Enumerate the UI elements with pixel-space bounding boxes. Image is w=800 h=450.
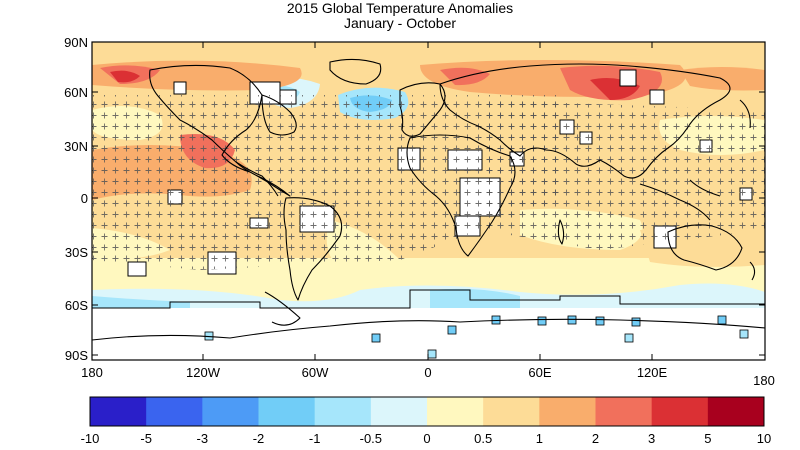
colorbar-label: -3 xyxy=(197,431,209,446)
colorbar-label: 1 xyxy=(536,431,543,446)
colorbar-swatch xyxy=(202,397,259,426)
chart-subtitle: January - October xyxy=(343,15,457,31)
lon-tick-label: 0 xyxy=(424,365,431,380)
anomaly-field xyxy=(92,42,765,360)
colorbar-swatch xyxy=(539,397,596,426)
colorbar-label: 5 xyxy=(704,431,711,446)
lat-tick-label: 30N xyxy=(64,139,88,154)
colorbar-frame xyxy=(89,396,765,427)
colorbar: -10 -5 -3 -2 -1 -0.5 0 0.5 1 2 3 5 10 xyxy=(81,396,771,446)
colorbar-label: 0.5 xyxy=(474,431,492,446)
coastlines xyxy=(92,58,765,341)
colorbar-swatch xyxy=(483,397,540,426)
lon-tick-label: 180 xyxy=(81,365,103,380)
colorbar-swatch xyxy=(146,397,203,426)
colorbar-swatch xyxy=(314,397,372,426)
lat-tick-label: 0 xyxy=(81,191,88,206)
colorbar-label: 0 xyxy=(423,431,430,446)
colorbar-label: -0.5 xyxy=(360,431,382,446)
lon-tick-label: 120W xyxy=(186,365,221,380)
lon-tick-label: 60W xyxy=(302,365,329,380)
colorbar-swatch xyxy=(595,397,653,426)
colorbar-label: -1 xyxy=(309,431,321,446)
chart-title: 2015 Global Temperature Anomalies xyxy=(286,0,514,16)
colorbar-label: 10 xyxy=(757,431,771,446)
colorbar-label: -10 xyxy=(81,431,100,446)
lon-tick-label: 120E xyxy=(637,365,668,380)
colorbar-label: 2 xyxy=(592,431,599,446)
lat-tick-label: 60S xyxy=(65,298,88,313)
colorbar-label: 3 xyxy=(648,431,655,446)
lon-tick-label: 60E xyxy=(528,365,551,380)
lat-tick-label: 90N xyxy=(64,35,88,50)
colorbar-swatch xyxy=(90,397,147,426)
lon-tick-label: 180 xyxy=(753,373,775,388)
colorbar-label: -2 xyxy=(253,431,265,446)
colorbar-swatch xyxy=(258,397,316,426)
colorbar-swatch xyxy=(370,397,428,426)
lat-tick-label: 60N xyxy=(64,85,88,100)
colorbar-swatch xyxy=(707,397,765,426)
colorbar-swatch xyxy=(651,397,709,426)
lat-tick-label: 90S xyxy=(65,348,88,363)
colorbar-label: -5 xyxy=(140,431,152,446)
lat-tick-label: 30S xyxy=(65,245,88,260)
colorbar-swatch xyxy=(427,397,484,426)
